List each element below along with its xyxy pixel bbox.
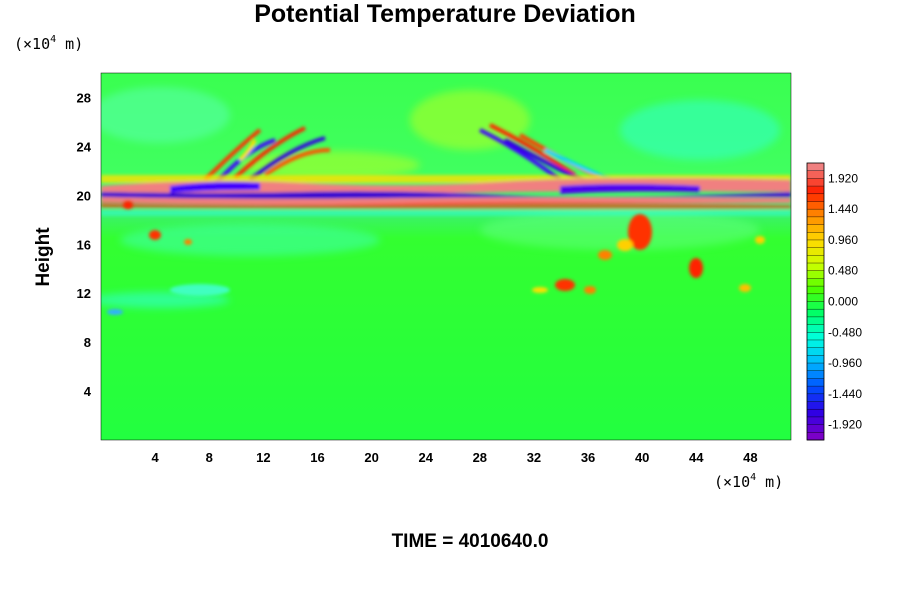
colorbar-band	[807, 201, 824, 210]
colorbar-band	[807, 209, 824, 218]
colorbar-band	[807, 409, 824, 418]
colorbar-band	[807, 278, 824, 287]
x-tick-label: 20	[364, 450, 378, 465]
colorbar-band	[807, 424, 824, 433]
colorbar-band	[807, 170, 824, 179]
x-tick-label: 28	[473, 450, 487, 465]
y-tick-label: 4	[84, 384, 92, 399]
x-axis-ticks: 4 8 12 16 20 24 28 32 36 40 44 48	[152, 450, 758, 465]
colorbar-band	[807, 416, 824, 425]
colorbar-tick-label: -1.920	[828, 418, 862, 432]
colorbar-tick-label: 1.440	[828, 202, 858, 216]
y-axis-ticks: 4 8 12 16 20 24 28	[77, 90, 92, 399]
x-tick-label: 44	[689, 450, 704, 465]
colorbar-band	[807, 239, 824, 248]
y-tick-label: 28	[77, 90, 91, 105]
colorbar-band	[807, 286, 824, 295]
colorbar-band	[807, 393, 824, 402]
colorbar-band	[807, 178, 824, 187]
y-tick-label: 16	[77, 237, 91, 252]
colorbar-frame	[806, 162, 825, 441]
x-tick-label: 36	[581, 450, 595, 465]
x-tick-label: 24	[418, 450, 433, 465]
colorbar-tick-label: 0.480	[828, 264, 858, 278]
colorbar-band	[807, 316, 824, 325]
colorbar-band	[807, 232, 824, 241]
y-tick-label: 12	[77, 286, 91, 301]
colorbar-band	[807, 432, 824, 441]
colorbar-band	[807, 301, 824, 310]
y-axis-unit: (×104 m)	[14, 34, 83, 53]
colorbar-ticks: 1.920 1.440 0.960 0.480 0.000 -0.480 -0.960 -1.…	[828, 171, 862, 431]
colorbar-tick-label: 0.000	[828, 295, 858, 309]
time-label: TIME = 4010640.0	[391, 531, 549, 552]
colorbar-tick-label: 0.960	[828, 233, 858, 247]
colorbar-band	[807, 339, 824, 348]
x-tick-label: 8	[206, 450, 213, 465]
colorbar-band	[807, 363, 824, 372]
x-axis-unit: (×104 m)	[714, 472, 783, 491]
x-tick-label: 48	[743, 450, 757, 465]
x-tick-label: 16	[310, 450, 324, 465]
x-tick-label: 12	[256, 450, 270, 465]
chart-title: Potential Temperature Deviation	[254, 0, 636, 28]
colorbar-band	[807, 270, 824, 279]
colorbar-band	[807, 324, 824, 333]
colorbar	[806, 162, 825, 441]
colorbar-band	[807, 247, 824, 256]
colorbar-band	[807, 378, 824, 387]
colorbar-band	[807, 401, 824, 410]
y-tick-label: 20	[77, 188, 91, 203]
colorbar-band	[807, 347, 824, 356]
colorbar-band	[807, 255, 824, 264]
colorbar-band	[807, 332, 824, 341]
colorbar-band	[807, 386, 824, 395]
colorbar-band	[807, 186, 824, 195]
x-tick-label: 32	[527, 450, 541, 465]
colorbar-band	[807, 370, 824, 379]
colorbar-band	[807, 293, 824, 302]
colorbar-tick-label: -1.440	[828, 387, 862, 401]
colorbar-band	[807, 263, 824, 272]
y-tick-label: 8	[84, 335, 91, 350]
colorbar-band	[807, 355, 824, 364]
heatmap-field	[101, 73, 791, 440]
colorbar-band	[807, 163, 824, 171]
colorbar-band	[807, 216, 824, 225]
x-tick-label: 4	[152, 450, 160, 465]
plot-frame	[100, 72, 792, 441]
y-axis-label: Height	[33, 227, 54, 287]
colorbar-band	[807, 193, 824, 202]
colorbar-tick-label: -0.960	[828, 356, 862, 370]
colorbar-tick-label: -0.480	[828, 325, 862, 339]
colorbar-band	[807, 309, 824, 318]
x-tick-label: 40	[635, 450, 649, 465]
y-tick-label: 24	[77, 139, 92, 154]
colorbar-band	[807, 224, 824, 233]
colorbar-tick-label: 1.920	[828, 171, 858, 185]
